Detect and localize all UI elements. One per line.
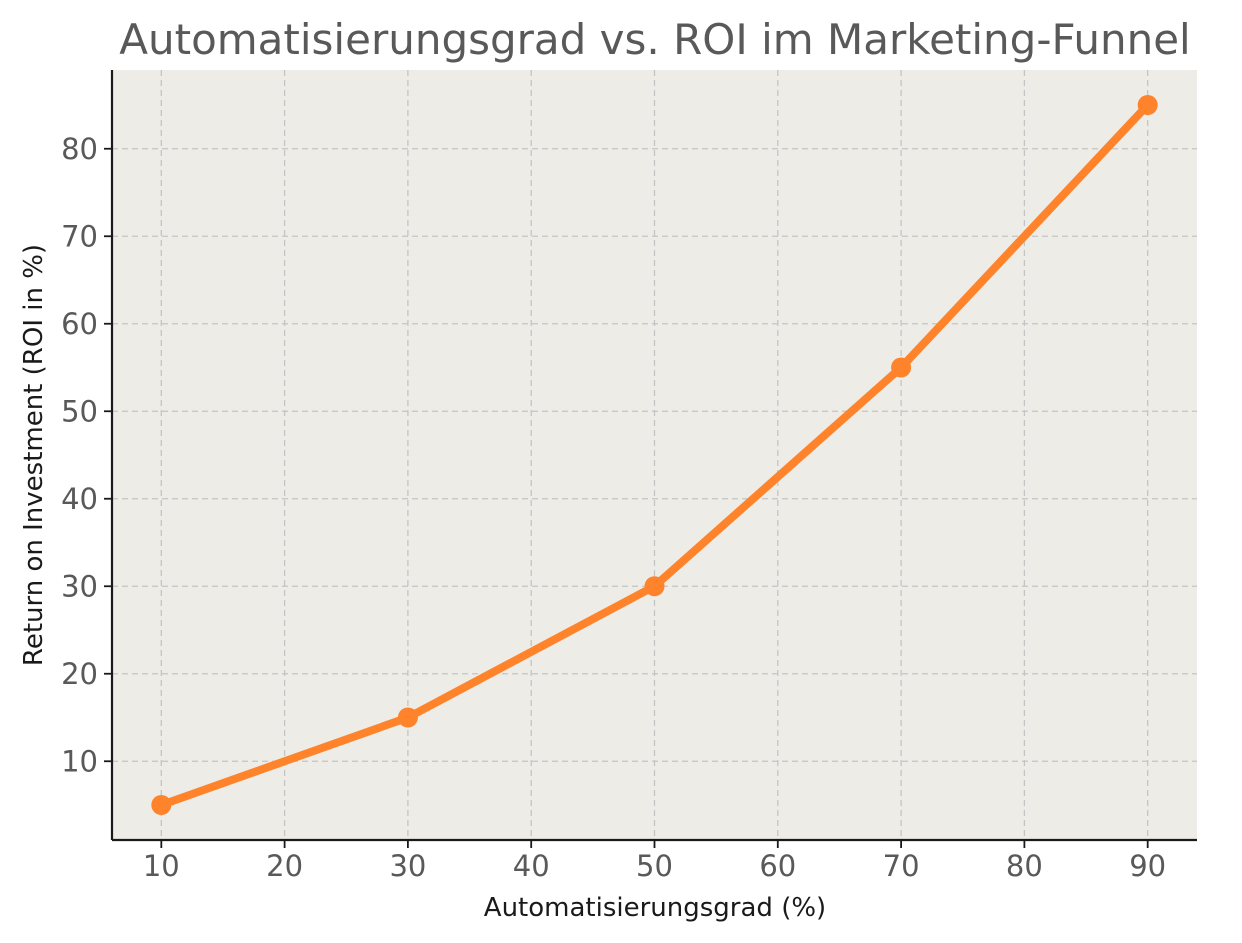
x-tick-label: 70 — [883, 849, 920, 883]
y-tick-label: 60 — [61, 307, 98, 341]
y-tick-label: 80 — [61, 132, 98, 166]
y-tick-label: 50 — [61, 394, 98, 428]
y-tick-label: 10 — [61, 744, 98, 778]
x-axis-label: Automatisierungsgrad (%) — [484, 893, 826, 923]
data-point — [644, 576, 665, 597]
x-tick-label: 90 — [1129, 849, 1166, 883]
x-tick-label: 80 — [1006, 849, 1043, 883]
data-point — [151, 795, 172, 815]
grid — [112, 70, 1197, 840]
x-tick-label: 10 — [143, 849, 180, 883]
tick-labels: 10 20 30 40 50 60 70 80 90 10 20 30 40 50 60 70 80 — [61, 132, 1166, 883]
y-tick-label: 20 — [61, 657, 98, 691]
data-point — [1137, 95, 1158, 115]
y-tick-label: 70 — [61, 219, 98, 253]
chart-title: Automatisierungsgrad vs. ROI im Marketin… — [119, 15, 1190, 64]
y-axis-label: Return on Investment (ROI in %) — [19, 244, 49, 666]
series — [151, 95, 1158, 815]
x-tick-label: 40 — [513, 849, 550, 883]
x-tick-label: 60 — [759, 849, 796, 883]
data-point — [397, 707, 418, 728]
y-tick-label: 30 — [61, 569, 98, 603]
data-point — [891, 357, 912, 378]
y-tick-label: 40 — [61, 482, 98, 516]
axes — [104, 70, 1197, 848]
x-tick-label: 30 — [389, 849, 426, 883]
x-tick-label: 20 — [266, 849, 303, 883]
x-tick-label: 50 — [636, 849, 673, 883]
